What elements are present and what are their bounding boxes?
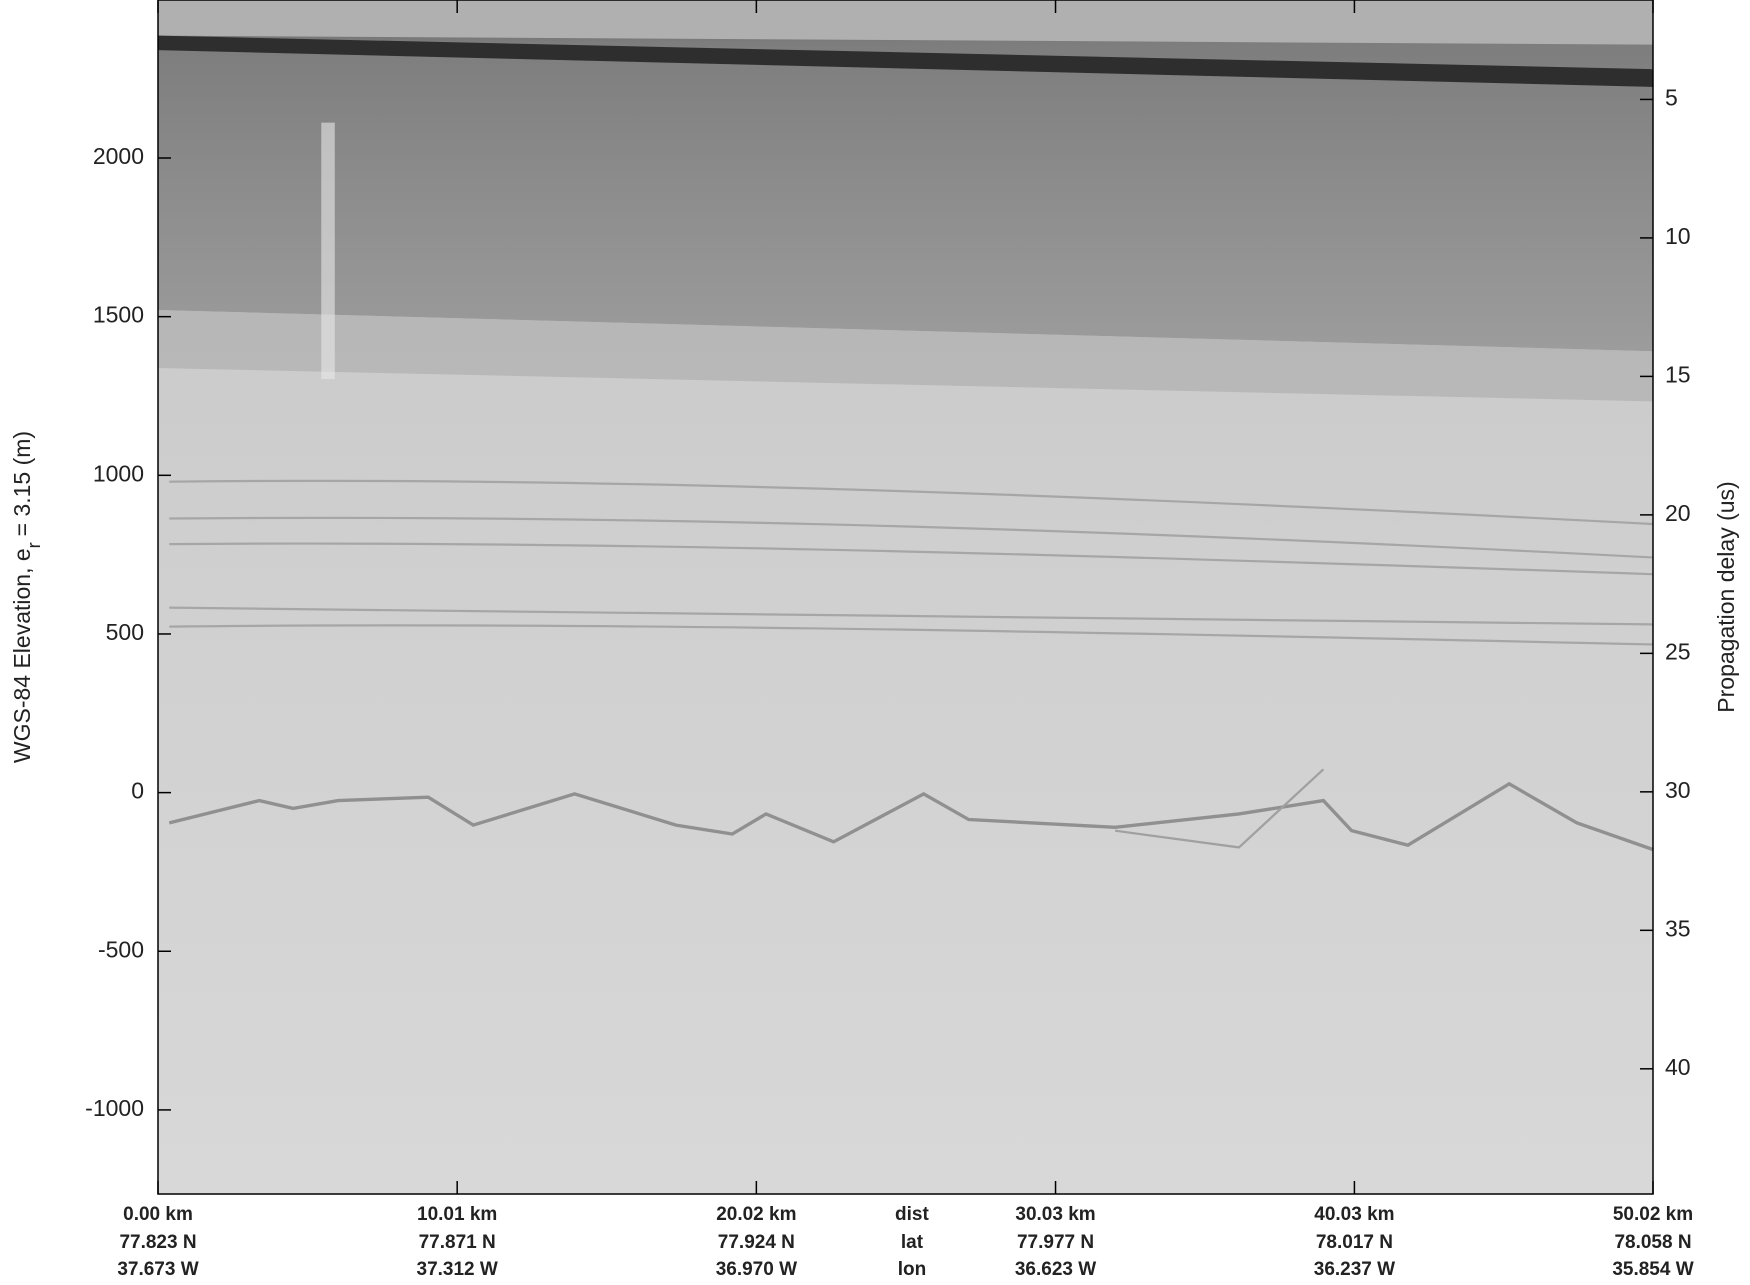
y2-tick-label: 20	[1665, 500, 1691, 526]
lat-label: 77.977 N	[1017, 1232, 1094, 1253]
x-tick-label: 40.03 km	[1314, 1204, 1394, 1225]
y-axis-title-part: WGS-84 Elevation, e	[9, 548, 35, 763]
y-tick-label: 2000	[93, 143, 144, 169]
y-tick-label: 1000	[93, 460, 144, 486]
lon-label: 37.312 W	[417, 1259, 498, 1280]
y-tick-label: -1000	[85, 1095, 144, 1121]
echogram-image	[158, 0, 1654, 1195]
y2-tick-label: 10	[1665, 223, 1691, 249]
lat-label: 78.058 N	[1614, 1232, 1691, 1253]
lon-label: 36.237 W	[1314, 1259, 1395, 1280]
y-tick-label: 0	[131, 778, 144, 804]
row-label: dist	[895, 1204, 929, 1225]
lon-label: 37.673 W	[117, 1259, 198, 1280]
row-label: lon	[898, 1259, 927, 1280]
lat-label: 77.871 N	[419, 1232, 496, 1253]
y2-tick-label: 30	[1665, 777, 1691, 803]
y-axis-title-part: = 3.15 (m)	[9, 431, 35, 536]
lat-label: 77.924 N	[718, 1232, 795, 1253]
row-label: lat	[901, 1232, 924, 1253]
y2-tick-label: 40	[1665, 1054, 1691, 1080]
y-tick-label: 1500	[93, 302, 144, 328]
y-tick-label: 500	[106, 619, 144, 645]
x-tick-label: 0.00 km	[123, 1204, 193, 1225]
y-axis-title-subscript: r	[24, 542, 44, 548]
lat-label: 78.017 N	[1316, 1232, 1393, 1253]
lat-label: 77.823 N	[119, 1232, 196, 1253]
x-tick-label: 20.02 km	[716, 1204, 796, 1225]
y2-tick-label: 15	[1665, 361, 1691, 387]
y2-tick-label: 35	[1665, 915, 1691, 941]
y-axis-title: WGS-84 Elevation, er = 3.15 (m)	[9, 431, 44, 763]
y-tick-label: -500	[98, 936, 144, 962]
x-tick-label: 10.01 km	[417, 1204, 497, 1225]
lon-label: 36.970 W	[716, 1259, 797, 1280]
plot-frame	[157, 0, 1654, 1195]
y2-axis-title: Propagation delay (us)	[1713, 481, 1739, 712]
y2-tick-label: 5	[1665, 85, 1678, 111]
x-tick-label: 50.02 km	[1613, 1204, 1693, 1225]
lon-label: 35.854 W	[1612, 1259, 1693, 1280]
lon-label: 36.623 W	[1015, 1259, 1096, 1280]
y2-tick-label: 25	[1665, 638, 1691, 664]
x-tick-label: 30.03 km	[1015, 1204, 1095, 1225]
